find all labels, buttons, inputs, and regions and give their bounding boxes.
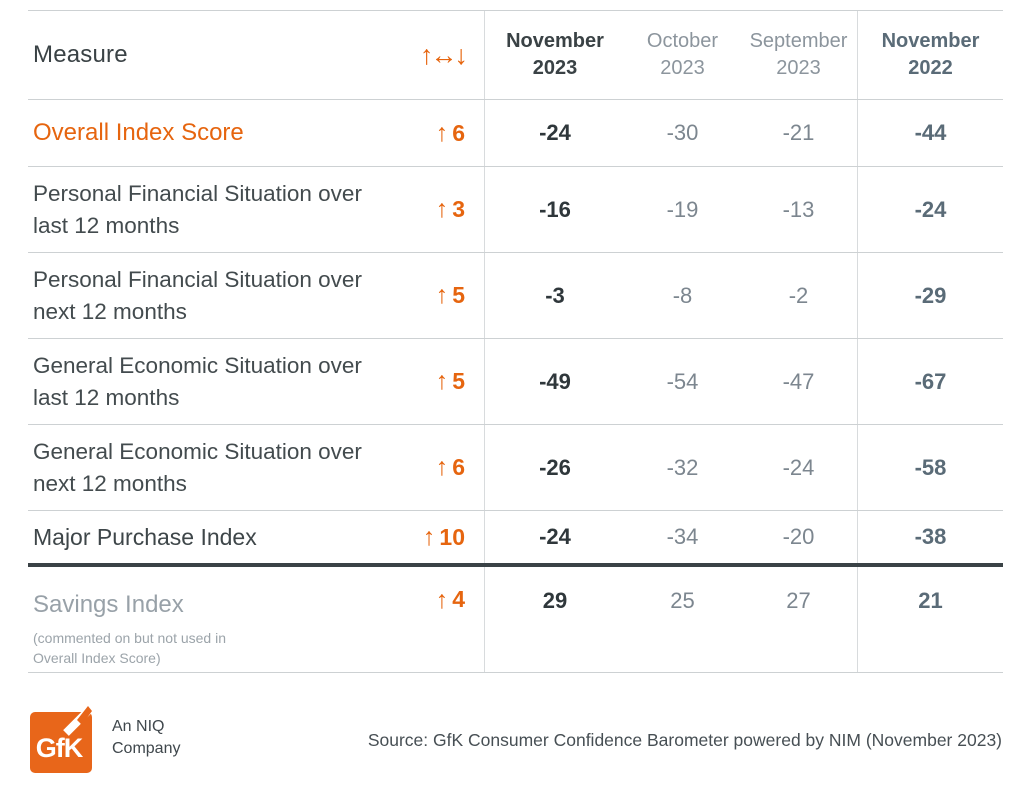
value-oct-2023: -34: [666, 524, 699, 549]
header-nov-2023-cell: November 2023: [484, 11, 625, 99]
value-nov-2022: -24: [857, 167, 1003, 252]
up-arrow-icon: ↑: [435, 195, 449, 223]
table-row-major-purchase: Major Purchase Index ↑ 10 -24 -34 -20 -3…: [28, 511, 1003, 567]
change-value: 5: [452, 282, 465, 308]
column-header-nov-2023: November 2023: [506, 30, 604, 79]
change-value: 5: [452, 368, 465, 394]
measure-cell: Savings Index (commented on but not used…: [28, 567, 390, 672]
value-nov-2023: 29: [484, 567, 625, 672]
value-sep-2023: -2: [788, 282, 809, 308]
change-value: 10: [439, 523, 465, 550]
header-oct-2023-cell: October 2023: [625, 11, 740, 99]
measure-label: General Economic Situation over last 12 …: [33, 352, 362, 410]
value-sep-2023: -21: [782, 120, 815, 145]
header-sep-2023-cell: September 2023: [740, 11, 857, 99]
measure-label: General Economic Situation over next 12 …: [33, 438, 362, 496]
value-oct-2023: -8: [672, 282, 693, 308]
value-oct-2023: 25: [670, 588, 695, 613]
measure-cell: General Economic Situation over next 12 …: [28, 425, 390, 510]
header-measure-cell: Measure: [28, 11, 390, 99]
value-sep-2023: -24: [782, 454, 815, 480]
trend-arrows-icon: ↑↔↓: [420, 39, 468, 70]
measure-cell: Overall Index Score: [28, 100, 390, 166]
change-cell: ↑ 5: [390, 253, 484, 338]
change-cell: ↑ 5: [390, 339, 484, 424]
header-nov-2022-cell: November 2022: [857, 11, 1003, 99]
up-arrow-icon: ↑: [435, 586, 449, 614]
table-row-overall-index: Overall Index Score ↑ 6 -24 -30 -21 -44: [28, 100, 1003, 167]
source-text: Source: GfK Consumer Confidence Baromete…: [367, 729, 1002, 750]
measure-label: Personal Financial Situation over last 1…: [33, 180, 362, 238]
table-header-row: Measure ↑↔↓ November 2023 October 2023 S…: [28, 11, 1003, 100]
value-oct-2023: -54: [666, 368, 699, 394]
measure-label: Major Purchase Index: [33, 523, 257, 550]
value-nov-2023: -49: [484, 339, 625, 424]
measure-column-header: Measure: [33, 41, 128, 68]
up-arrow-icon: ↑: [422, 522, 436, 551]
up-arrow-icon: ↑: [435, 281, 449, 309]
column-header-oct-2023: October 2023: [646, 30, 719, 79]
value-sep-2023: -13: [782, 196, 815, 222]
gfk-logo-text: GfK: [36, 733, 84, 763]
change-cell: ↑ 3: [390, 167, 484, 252]
change-value: 3: [452, 196, 465, 222]
niq-company-label: An NIQ Company: [112, 717, 181, 757]
measure-cell: General Economic Situation over last 12 …: [28, 339, 390, 424]
change-value: 6: [452, 119, 465, 146]
table-row-pfs-last-12: Personal Financial Situation over last 1…: [28, 167, 1003, 253]
value-oct-2023: -30: [666, 120, 699, 145]
table-row-ges-next-12: General Economic Situation over next 12 …: [28, 425, 1003, 511]
value-nov-2022: 21: [857, 567, 1003, 672]
change-cell: ↑ 10: [390, 511, 484, 563]
value-sep-2023: 27: [786, 588, 811, 613]
measure-cell: Major Purchase Index: [28, 511, 390, 563]
change-cell: ↑ 4: [390, 567, 484, 672]
value-nov-2023: -24: [484, 100, 625, 166]
value-nov-2023: -26: [484, 425, 625, 510]
footer: GfK An NIQ Company Source: GfK Consumer …: [30, 703, 1002, 773]
value-nov-2023: -24: [484, 511, 625, 563]
value-nov-2022: -67: [857, 339, 1003, 424]
value-nov-2022: -29: [857, 253, 1003, 338]
value-nov-2022: -58: [857, 425, 1003, 510]
header-trend-cell: ↑↔↓: [390, 11, 484, 99]
table-row-ges-last-12: General Economic Situation over last 12 …: [28, 339, 1003, 425]
up-arrow-icon: ↑: [435, 118, 449, 147]
confidence-table: Measure ↑↔↓ November 2023 October 2023 S…: [28, 10, 1003, 673]
up-arrow-icon: ↑: [435, 453, 449, 481]
measure-label: Personal Financial Situation over next 1…: [33, 266, 362, 324]
change-cell: ↑ 6: [390, 100, 484, 166]
measure-label: Savings Index: [33, 591, 184, 618]
change-value: 6: [452, 454, 465, 480]
value-nov-2022: -38: [857, 511, 1003, 563]
value-nov-2022: -44: [857, 100, 1003, 166]
up-arrow-icon: ↑: [435, 367, 449, 395]
value-oct-2023: -32: [666, 454, 699, 480]
measure-cell: Personal Financial Situation over last 1…: [28, 167, 390, 252]
value-nov-2023: -16: [484, 167, 625, 252]
value-oct-2023: -19: [666, 196, 699, 222]
measure-cell: Personal Financial Situation over next 1…: [28, 253, 390, 338]
measure-note: (commented on but not used in Overall In…: [33, 630, 227, 666]
column-header-sep-2023: September 2023: [749, 30, 848, 79]
measure-label: Overall Index Score: [33, 119, 244, 146]
column-header-nov-2022: November 2022: [881, 30, 980, 79]
value-sep-2023: -47: [782, 368, 815, 394]
change-cell: ↑ 6: [390, 425, 484, 510]
value-nov-2023: -3: [484, 253, 625, 338]
gfk-logo-block: GfK An NIQ Company: [30, 703, 196, 773]
table-row-savings-index: Savings Index (commented on but not used…: [28, 567, 1003, 673]
value-sep-2023: -20: [782, 524, 815, 549]
gfk-logo-icon: GfK: [30, 703, 96, 773]
change-value: 4: [452, 586, 465, 612]
table-row-pfs-next-12: Personal Financial Situation over next 1…: [28, 253, 1003, 339]
